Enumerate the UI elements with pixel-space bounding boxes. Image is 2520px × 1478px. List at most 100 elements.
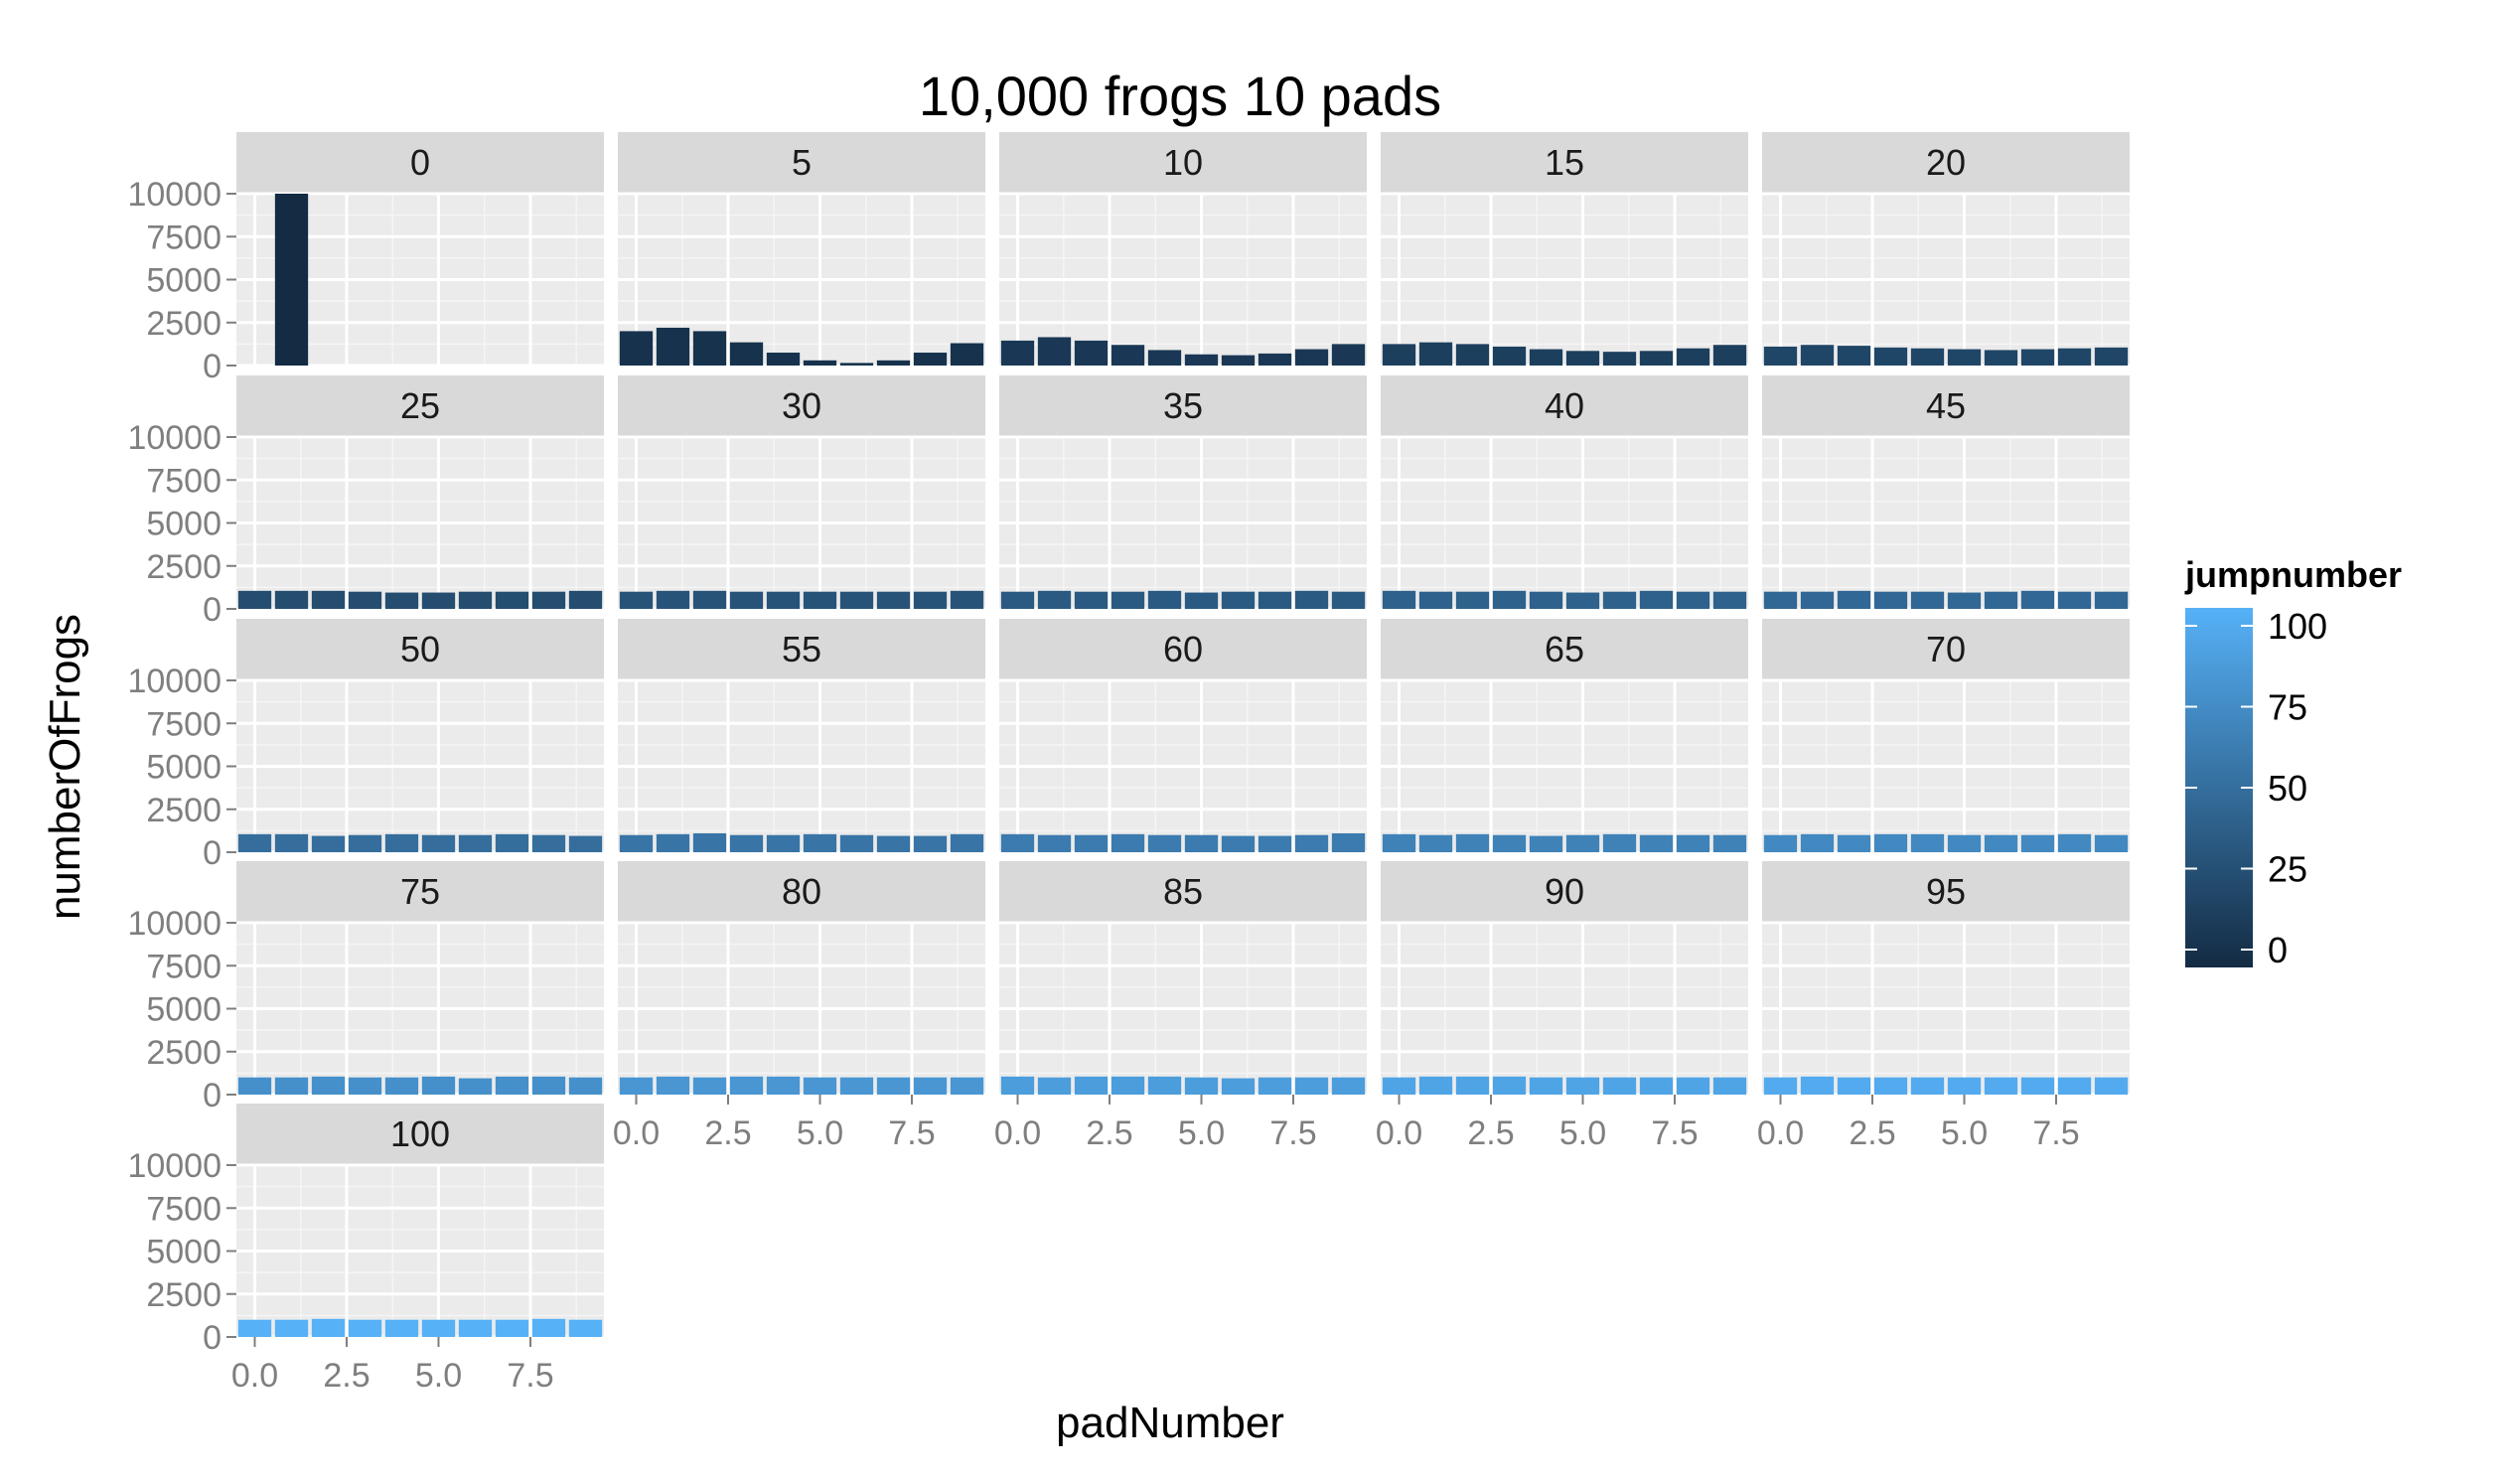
x-tick-label: 5.0 xyxy=(1178,1114,1225,1152)
bar xyxy=(531,834,566,852)
bar xyxy=(1111,833,1145,852)
bar xyxy=(1258,591,1292,609)
facet-strip-label: 100 xyxy=(390,1113,450,1154)
bar xyxy=(311,590,346,609)
bar xyxy=(274,1077,309,1095)
bar xyxy=(1984,1077,2018,1095)
bar xyxy=(1984,350,2018,366)
bar xyxy=(1639,1077,1674,1095)
facet-panel: 45 xyxy=(1762,375,2130,611)
bar xyxy=(495,833,529,852)
bar xyxy=(1837,1077,1871,1095)
bar xyxy=(458,591,493,609)
bar xyxy=(384,1077,419,1095)
bar xyxy=(1331,344,1366,366)
bar xyxy=(1000,833,1035,852)
bar xyxy=(1565,834,1600,852)
bar xyxy=(531,1076,566,1095)
legend-tick-label: 0 xyxy=(2268,930,2288,970)
y-tick-label: 10000 xyxy=(127,176,222,214)
bar xyxy=(656,590,690,609)
bar xyxy=(1910,1077,1945,1095)
bar xyxy=(421,1076,456,1095)
bar xyxy=(421,1319,456,1337)
facet-strip xyxy=(618,375,985,437)
facet-panel: 80 0.0 2.5 5.0 7.5 xyxy=(613,861,985,1152)
bar xyxy=(1000,591,1035,609)
bar xyxy=(1837,834,1871,852)
bar xyxy=(803,833,837,852)
bar xyxy=(384,1319,419,1337)
facet-panel: 15 xyxy=(1381,132,1748,368)
bar xyxy=(1529,591,1563,609)
x-tick-label: 0.0 xyxy=(613,1114,660,1152)
bar xyxy=(1455,1076,1490,1095)
bar xyxy=(495,591,529,609)
bar xyxy=(1455,344,1490,366)
facet-strip xyxy=(1381,861,1748,923)
bar xyxy=(1455,833,1490,852)
bar xyxy=(1221,591,1256,609)
x-tick-label: 5.0 xyxy=(415,1357,462,1395)
bar xyxy=(1529,349,1563,366)
bar xyxy=(1763,834,1798,852)
bar xyxy=(384,592,419,609)
bar xyxy=(1221,835,1256,852)
bar xyxy=(1037,590,1072,609)
facet-strip xyxy=(999,861,1367,923)
bar xyxy=(729,342,764,366)
x-tick-label: 7.5 xyxy=(2032,1114,2079,1152)
bar xyxy=(766,834,801,852)
bar xyxy=(1800,345,1835,366)
bar xyxy=(692,1077,727,1095)
x-tick-label: 0.0 xyxy=(1376,1114,1422,1152)
bar xyxy=(1258,1077,1292,1095)
facet-strip-label: 0 xyxy=(410,142,430,183)
bar xyxy=(1947,592,1982,609)
bar xyxy=(1763,346,1798,366)
facet-panel: 0 0 2500 5000 7500 10000 xyxy=(127,132,604,385)
bar xyxy=(1258,835,1292,852)
y-tick-label: 5000 xyxy=(146,749,222,787)
facet-strip xyxy=(1381,619,1748,680)
bar xyxy=(1910,348,1945,366)
bar xyxy=(950,343,984,366)
legend-tick-label: 50 xyxy=(2268,768,2307,809)
facet-strip xyxy=(999,375,1367,437)
bar xyxy=(1800,833,1835,852)
bar xyxy=(839,834,874,852)
facet-strip-label: 20 xyxy=(1926,142,1966,183)
legend-tick-label: 25 xyxy=(2268,849,2307,890)
bar xyxy=(1382,833,1416,852)
bar xyxy=(839,1077,874,1095)
bar xyxy=(1000,1076,1035,1095)
bar xyxy=(1602,352,1637,366)
bar xyxy=(1947,349,1982,366)
facet-strip xyxy=(1762,861,2130,923)
facet-strip-label: 40 xyxy=(1545,385,1584,426)
bar xyxy=(766,353,801,366)
bar xyxy=(950,833,984,852)
bar xyxy=(1492,1076,1527,1095)
facet-strip xyxy=(618,132,985,194)
bar xyxy=(568,1319,603,1337)
facet-panel: 65 xyxy=(1381,619,1748,854)
bar xyxy=(729,591,764,609)
bar xyxy=(274,194,309,366)
x-tick-label: 0.0 xyxy=(1757,1114,1804,1152)
bar xyxy=(421,834,456,852)
bar xyxy=(1111,591,1145,609)
bar xyxy=(1037,1077,1072,1095)
bar xyxy=(839,363,874,366)
facet-panel: 90 0.0 2.5 5.0 7.5 xyxy=(1376,861,1748,1152)
bar xyxy=(656,1076,690,1095)
bar xyxy=(1712,834,1747,852)
bar xyxy=(692,331,727,366)
bar xyxy=(1382,1077,1416,1095)
x-tick-label: 0.0 xyxy=(231,1357,278,1395)
facet-strip-label: 95 xyxy=(1926,871,1966,912)
legend-title: jumpnumber xyxy=(2184,554,2402,595)
bar xyxy=(876,1077,911,1095)
facet-panel: 40 xyxy=(1381,375,1748,611)
